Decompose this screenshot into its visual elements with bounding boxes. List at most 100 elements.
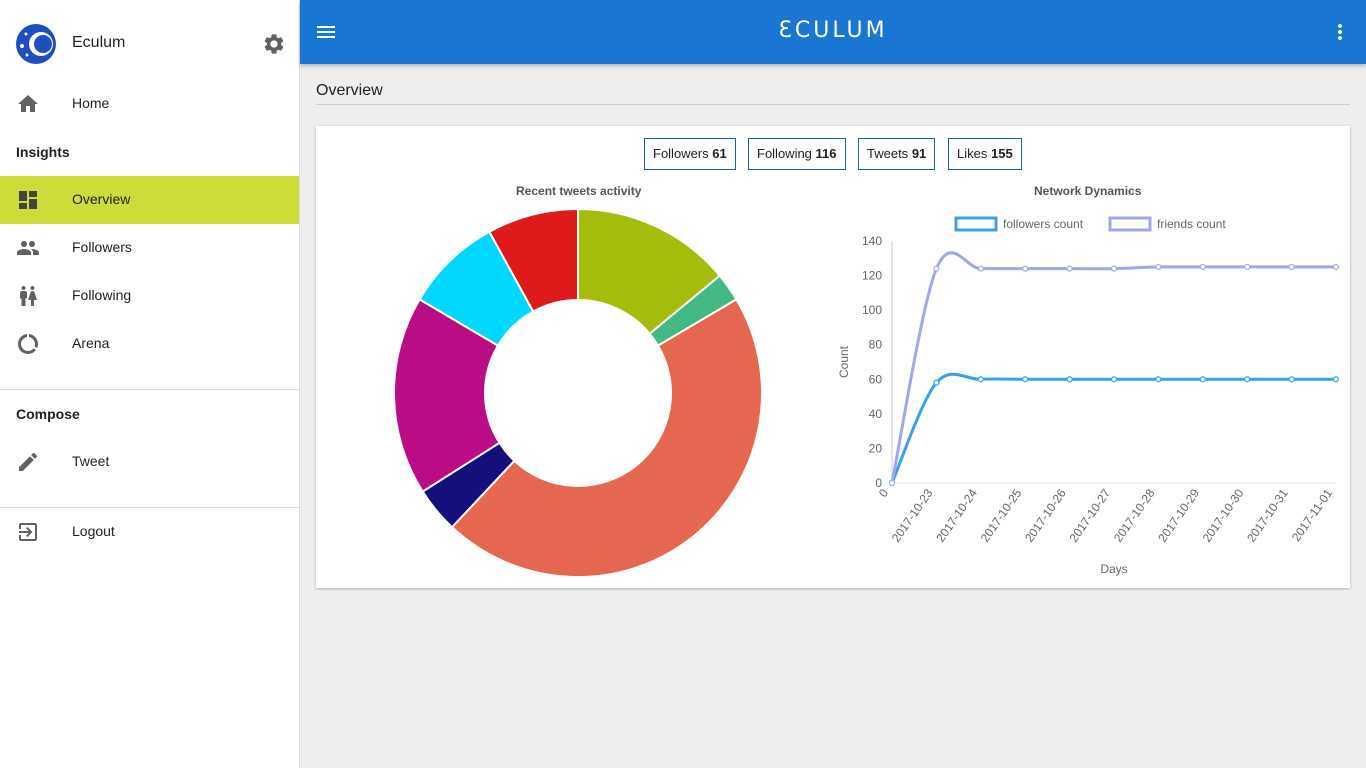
legend-label: followers count bbox=[1003, 217, 1084, 231]
stat-value: 155 bbox=[990, 146, 1013, 161]
app-name: Eculum bbox=[72, 34, 126, 51]
data-point bbox=[888, 479, 896, 487]
sidebar-divider bbox=[0, 507, 299, 508]
section-title-compose: Compose bbox=[16, 406, 80, 422]
data-point bbox=[1066, 265, 1073, 272]
sidebar-item-label: Arena bbox=[72, 335, 110, 351]
stat-following: Following 116 bbox=[748, 138, 846, 170]
data-point bbox=[1066, 376, 1073, 383]
data-point bbox=[1155, 376, 1162, 383]
data-point bbox=[1244, 263, 1251, 271]
donut-chart-title: Recent tweets activity bbox=[516, 184, 642, 198]
people-icon bbox=[17, 241, 39, 255]
donut-slice-6 bbox=[487, 207, 579, 313]
stat-label: Followers bbox=[653, 146, 709, 161]
series-line-0 bbox=[890, 372, 1336, 484]
sidebar-item-overview[interactable]: Overview bbox=[0, 176, 299, 224]
x-tick-label: 2017-10-27 bbox=[1067, 486, 1114, 545]
y-tick-label: 60 bbox=[869, 372, 883, 386]
y-tick-label: 40 bbox=[869, 407, 883, 421]
sidebar-item-tweet[interactable]: Tweet bbox=[0, 438, 299, 486]
sidebar-item-label: Home bbox=[72, 95, 110, 111]
more-vert-icon[interactable] bbox=[1328, 20, 1352, 44]
y-tick-label: 120 bbox=[862, 269, 882, 283]
x-tick-label: 2017-11-01 bbox=[1289, 486, 1335, 544]
wc-icon bbox=[20, 286, 37, 306]
section-title-insights: Insights bbox=[16, 144, 70, 160]
series-line-1 bbox=[890, 251, 1336, 484]
eculum-logo-icon bbox=[16, 24, 56, 64]
x-tick-label: 2017-10-30 bbox=[1200, 486, 1247, 545]
y-axis-label: Count bbox=[837, 345, 851, 378]
data-point bbox=[1332, 376, 1340, 383]
page-title: Overview bbox=[316, 82, 383, 99]
dashboard-icon bbox=[19, 191, 37, 209]
menu-icon[interactable] bbox=[314, 20, 338, 44]
stat-likes: Likes 155 bbox=[948, 138, 1022, 170]
x-axis-label: Days bbox=[1100, 562, 1127, 576]
x-tick-label: 0 bbox=[876, 486, 891, 500]
data-point bbox=[1155, 263, 1162, 271]
sidebar-item-label: Followers bbox=[72, 239, 132, 255]
stat-tweets: Tweets 91 bbox=[858, 138, 936, 170]
line-chart: followers count friends count 0 20 40 60 80 100… bbox=[837, 216, 1340, 576]
brand-title: ƐCULUM bbox=[778, 18, 888, 43]
stat-label: Likes bbox=[957, 146, 988, 161]
title-underline bbox=[316, 104, 1350, 105]
sidebar-item-label: Following bbox=[72, 287, 132, 303]
sidebar-header: Eculum bbox=[0, 0, 299, 88]
data-point bbox=[933, 265, 940, 272]
x-tick-label: 2017-10-25 bbox=[978, 486, 1025, 545]
gear-icon[interactable] bbox=[262, 32, 286, 56]
stat-value: 91 bbox=[911, 146, 927, 161]
sidebar-item-followers[interactable]: Followers bbox=[0, 224, 299, 272]
overview-card: Followers 61 Following 116 Tweets 91 Lik… bbox=[316, 126, 1350, 588]
data-point bbox=[977, 376, 984, 383]
data-point bbox=[1332, 263, 1340, 271]
sidebar-item-following[interactable]: Following bbox=[0, 272, 299, 320]
pencil-icon bbox=[19, 452, 38, 471]
sidebar-item-home[interactable]: Home bbox=[0, 80, 299, 128]
y-tick-label: 0 bbox=[875, 476, 882, 490]
data-point bbox=[1244, 376, 1251, 383]
x-tick-label: 2017-10-24 bbox=[933, 486, 980, 545]
donut-chart bbox=[393, 207, 763, 578]
data-point bbox=[1110, 265, 1118, 272]
data-point bbox=[1022, 376, 1029, 383]
legend-swatch bbox=[954, 216, 998, 232]
x-tick-label: 2017-10-29 bbox=[1155, 486, 1202, 545]
sidebar-item-label: Overview bbox=[72, 191, 131, 207]
legend-swatch bbox=[1108, 216, 1152, 232]
logout-icon bbox=[19, 523, 37, 541]
stat-label: Tweets bbox=[867, 146, 909, 161]
data-point bbox=[1288, 263, 1295, 271]
donut-icon bbox=[18, 334, 38, 354]
data-point bbox=[1199, 376, 1206, 383]
stat-value: 116 bbox=[815, 146, 837, 161]
sidebar-divider bbox=[0, 389, 299, 390]
x-tick-label: 2017-10-28 bbox=[1111, 486, 1158, 545]
stat-label: Following bbox=[757, 146, 812, 161]
data-point bbox=[977, 265, 984, 272]
data-point bbox=[933, 379, 940, 386]
data-point bbox=[1288, 376, 1295, 383]
data-point bbox=[1110, 376, 1118, 383]
sidebar-item-label: Tweet bbox=[72, 453, 110, 469]
sidebar-item-label: Logout bbox=[72, 523, 115, 539]
y-tick-label: 140 bbox=[862, 234, 882, 248]
x-tick-label: 2017-10-26 bbox=[1022, 486, 1069, 545]
sidebar-item-arena[interactable]: Arena bbox=[0, 320, 299, 368]
donut-slice-4 bbox=[393, 297, 501, 493]
x-tick-label: 2017-10-23 bbox=[889, 486, 936, 545]
legend-label: friends count bbox=[1157, 217, 1226, 231]
line-chart-title: Network Dynamics bbox=[1034, 184, 1142, 198]
sidebar: Eculum Home Insights Overview Followers … bbox=[0, 0, 300, 768]
data-point bbox=[1199, 263, 1206, 271]
stat-followers: Followers 61 bbox=[644, 138, 736, 170]
x-tick-label: 2017-10-31 bbox=[1244, 486, 1291, 545]
y-tick-label: 80 bbox=[869, 338, 883, 352]
app-bar: ƐCULUM bbox=[300, 0, 1366, 64]
sidebar-item-logout[interactable]: Logout bbox=[0, 508, 299, 556]
data-point bbox=[1022, 265, 1029, 272]
stat-value: 61 bbox=[712, 146, 727, 161]
